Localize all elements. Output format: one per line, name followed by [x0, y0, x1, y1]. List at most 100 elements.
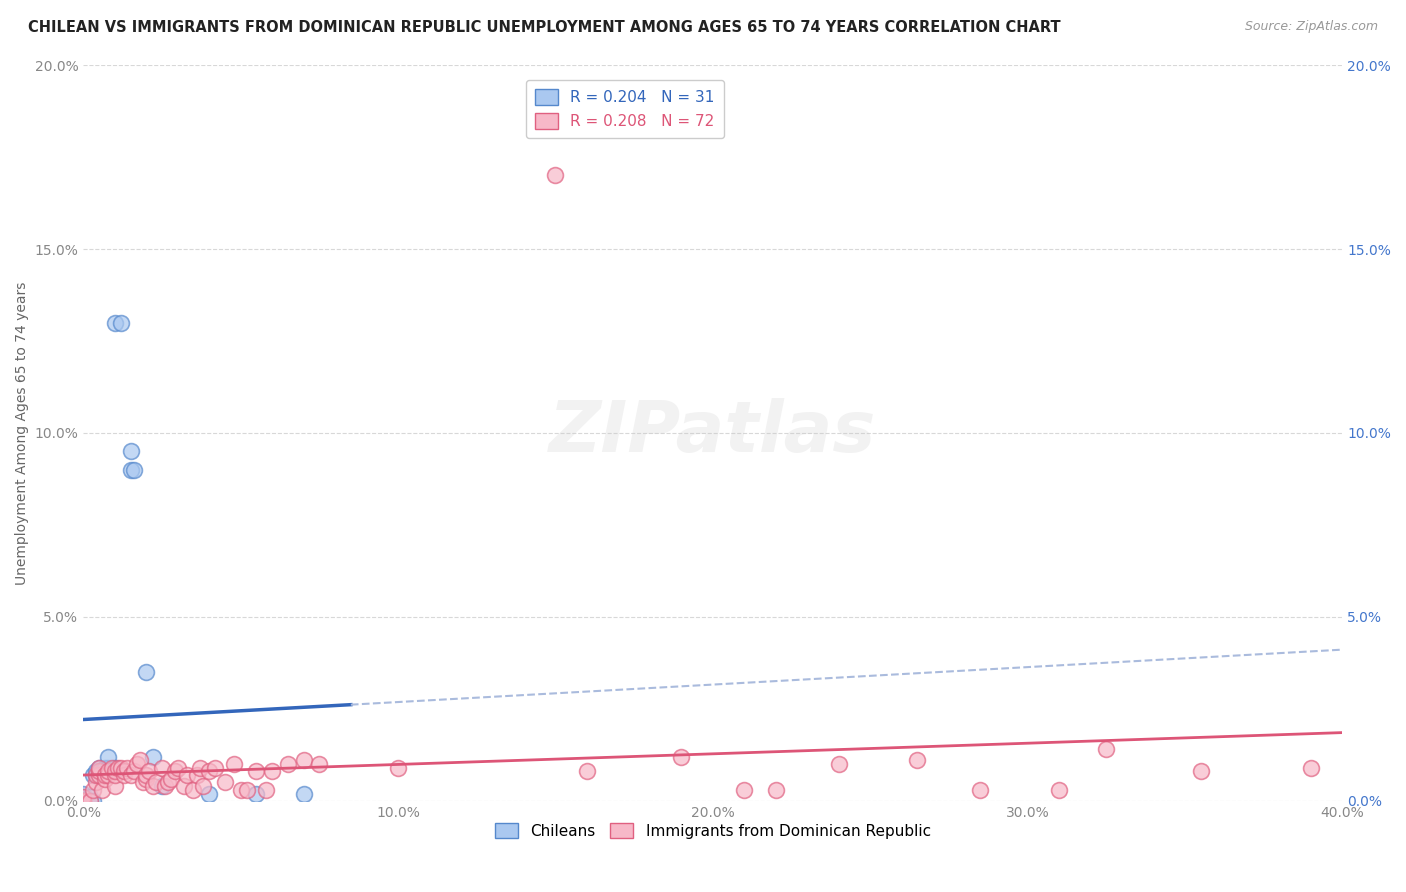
Point — [107, 761, 129, 775]
Point — [79, 794, 101, 808]
Point — [188, 761, 211, 775]
Point — [82, 782, 104, 797]
Point — [905, 753, 928, 767]
Point — [191, 779, 214, 793]
Point — [141, 779, 163, 793]
Point — [1189, 764, 1212, 779]
Point — [135, 665, 157, 679]
Point — [198, 787, 221, 801]
Point — [110, 316, 132, 330]
Point — [163, 764, 186, 779]
Point — [157, 775, 180, 789]
Point — [138, 764, 160, 779]
Legend: Chileans, Immigrants from Dominican Republic: Chileans, Immigrants from Dominican Repu… — [489, 816, 936, 845]
Point — [292, 787, 315, 801]
Point — [72, 787, 94, 801]
Point — [97, 768, 120, 782]
Point — [166, 761, 188, 775]
Point — [84, 775, 107, 789]
Point — [129, 753, 152, 767]
Point — [1095, 742, 1118, 756]
Point — [97, 749, 120, 764]
Point — [135, 768, 157, 782]
Y-axis label: Unemployment Among Ages 65 to 74 years: Unemployment Among Ages 65 to 74 years — [15, 281, 30, 584]
Point — [117, 761, 139, 775]
Point — [100, 761, 122, 775]
Point — [91, 782, 114, 797]
Point — [254, 782, 277, 797]
Point — [765, 782, 787, 797]
Point — [120, 463, 142, 477]
Point — [112, 764, 135, 779]
Point — [72, 794, 94, 808]
Point — [135, 772, 157, 786]
Point — [112, 768, 135, 782]
Point — [94, 761, 117, 775]
Point — [110, 761, 132, 775]
Point — [94, 772, 117, 786]
Point — [84, 764, 107, 779]
Point — [87, 764, 110, 779]
Point — [104, 768, 127, 782]
Point — [122, 764, 145, 779]
Point — [544, 169, 567, 183]
Point — [236, 782, 259, 797]
Point — [84, 768, 107, 782]
Point — [229, 782, 252, 797]
Point — [87, 761, 110, 775]
Point — [173, 779, 195, 793]
Point — [72, 790, 94, 805]
Point — [72, 794, 94, 808]
Point — [145, 775, 167, 789]
Point — [91, 768, 114, 782]
Point — [82, 768, 104, 782]
Point — [277, 757, 299, 772]
Text: ZIPatlas: ZIPatlas — [550, 399, 876, 467]
Point — [132, 775, 155, 789]
Point — [1299, 761, 1322, 775]
Point — [387, 761, 409, 775]
Point — [292, 753, 315, 767]
Point — [87, 768, 110, 782]
Point — [100, 764, 122, 779]
Point — [733, 782, 755, 797]
Point — [94, 768, 117, 782]
Point — [84, 768, 107, 782]
Point — [204, 761, 226, 775]
Point — [79, 790, 101, 805]
Point — [91, 764, 114, 779]
Point — [87, 761, 110, 775]
Point — [969, 782, 991, 797]
Point — [176, 768, 198, 782]
Point — [141, 749, 163, 764]
Point — [153, 779, 176, 793]
Point — [72, 790, 94, 805]
Point — [72, 794, 94, 808]
Point — [245, 764, 267, 779]
Point — [72, 794, 94, 808]
Point — [104, 779, 127, 793]
Point — [160, 772, 183, 786]
Point — [224, 757, 246, 772]
Point — [104, 764, 127, 779]
Point — [82, 794, 104, 808]
Point — [198, 764, 221, 779]
Point — [122, 463, 145, 477]
Point — [79, 794, 101, 808]
Point — [827, 757, 849, 772]
Point — [671, 749, 693, 764]
Point — [125, 757, 148, 772]
Point — [120, 444, 142, 458]
Point — [97, 764, 120, 779]
Point — [214, 775, 236, 789]
Point — [308, 757, 330, 772]
Point — [245, 787, 267, 801]
Point — [72, 794, 94, 808]
Point — [150, 779, 173, 793]
Point — [97, 761, 120, 775]
Point — [1047, 782, 1070, 797]
Point — [87, 764, 110, 779]
Point — [104, 316, 127, 330]
Point — [120, 768, 142, 782]
Text: Source: ZipAtlas.com: Source: ZipAtlas.com — [1244, 20, 1378, 33]
